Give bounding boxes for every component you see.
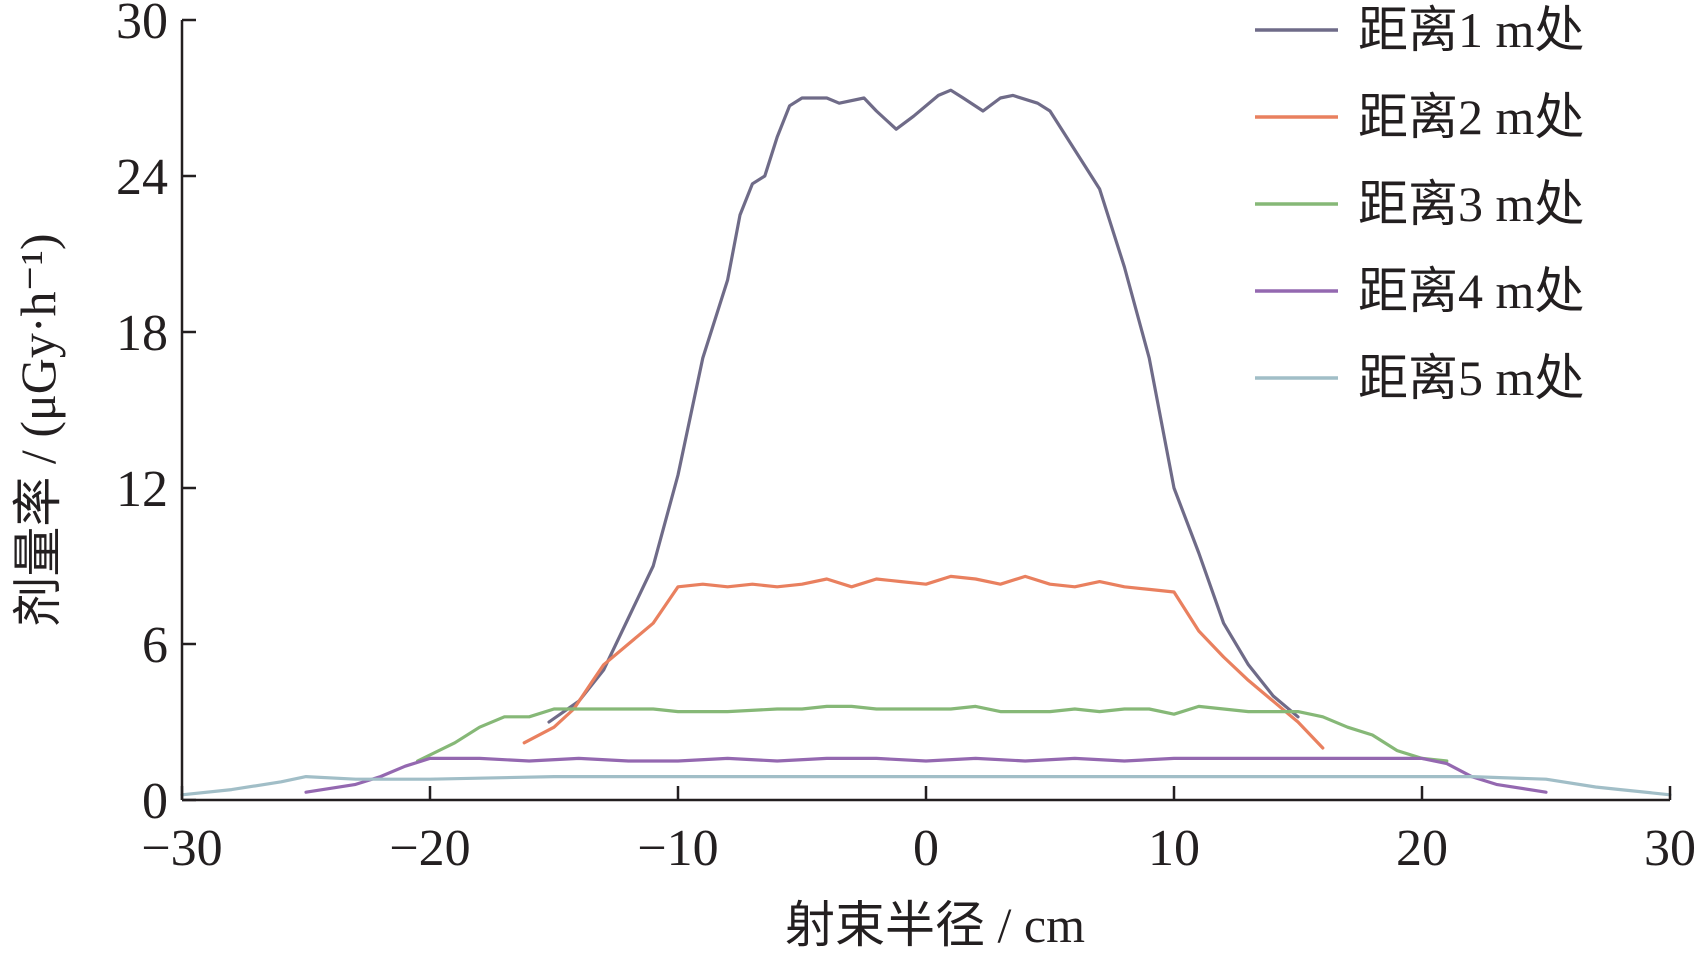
legend-label-5: 距离5 m处 <box>1358 350 1584 406</box>
legend-label-2: 距离2 m处 <box>1358 89 1584 145</box>
y-axis-title: 剂量率 / (μGy·h⁻¹) <box>10 233 66 626</box>
series-line-4 <box>304 756 1548 794</box>
y-tick-label: 24 <box>116 149 168 206</box>
legend-label-1: 距离1 m处 <box>1358 2 1584 58</box>
x-axis-title: 射束半径 / cm <box>785 897 1085 953</box>
series-lines <box>180 88 1672 797</box>
y-tick-label: 0 <box>142 773 168 830</box>
x-tick-label: 20 <box>1396 820 1448 877</box>
x-tick-label: −20 <box>389 820 470 877</box>
series-line-3 <box>416 704 1449 763</box>
x-tick-label: 30 <box>1644 820 1696 877</box>
y-tick-label: 6 <box>142 617 168 674</box>
tick-labels: −30 −20 −10 0 10 20 30 0 6 12 18 24 30 <box>116 0 1696 877</box>
series-line-5 <box>180 775 1672 797</box>
series-line-2 <box>522 574 1325 750</box>
legend-label-3: 距离3 m处 <box>1358 176 1584 232</box>
x-tick-label: 0 <box>913 820 939 877</box>
series-line-1 <box>547 88 1300 724</box>
y-tick-label: 18 <box>116 305 168 362</box>
axes <box>180 18 1672 802</box>
legend-label-4: 距离4 m处 <box>1358 263 1584 319</box>
x-tick-label: −30 <box>141 820 222 877</box>
x-tick-label: −10 <box>637 820 718 877</box>
y-tick-label: 12 <box>116 461 168 518</box>
x-tick-label: 10 <box>1148 820 1200 877</box>
y-tick-label: 30 <box>116 0 168 50</box>
